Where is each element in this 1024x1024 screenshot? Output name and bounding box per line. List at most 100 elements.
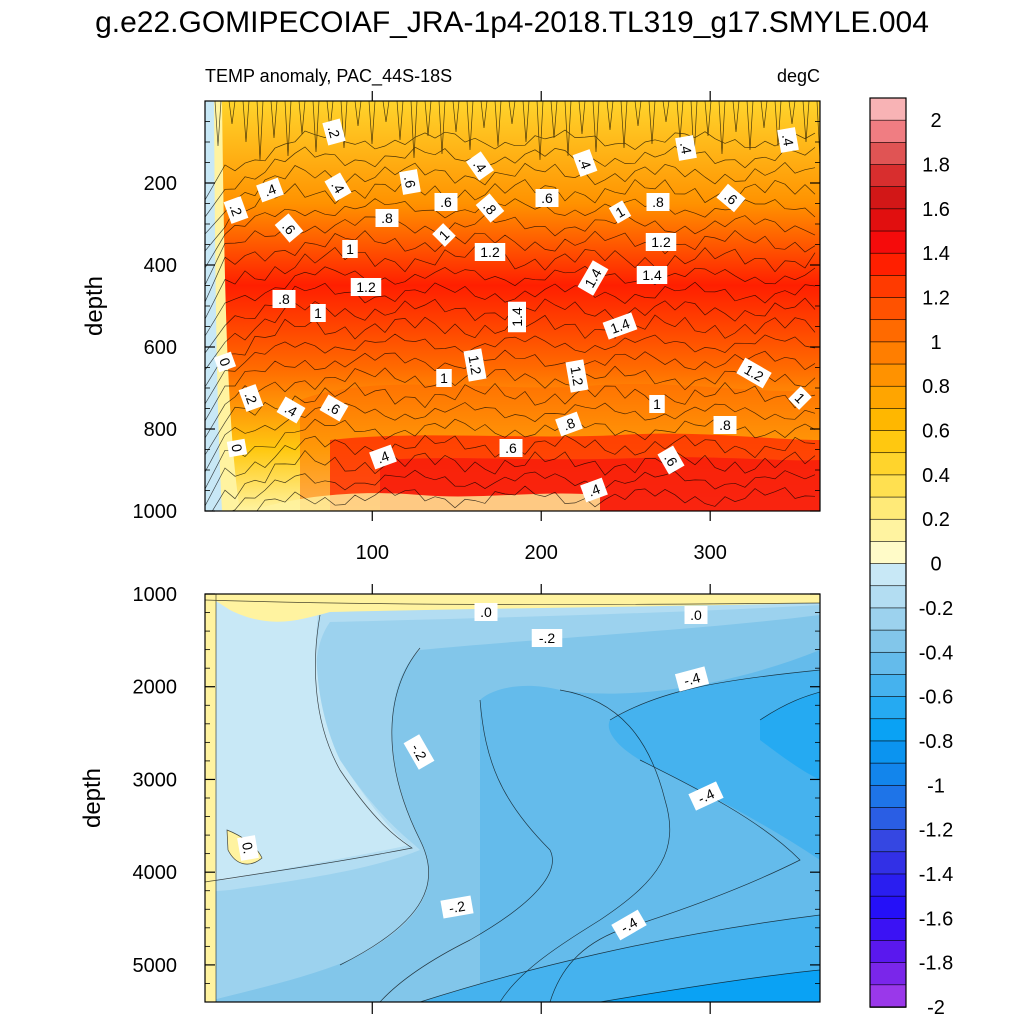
upper-surface-spike <box>494 101 502 147</box>
lower-contour-label-box <box>440 895 474 919</box>
colorbar-swatch <box>869 230 907 254</box>
upper-contour-label-box <box>736 357 772 389</box>
upper-contour-label-text: .6 <box>440 194 452 210</box>
upper-contour-label-box <box>310 304 326 322</box>
upper-surface-spike <box>746 101 754 151</box>
colorbar-label: 1.6 <box>922 199 950 221</box>
upper-contour-label-box <box>572 149 598 177</box>
upper-surface-spike <box>312 101 320 153</box>
upper-contour-label-box <box>565 359 589 393</box>
upper-surface-spike <box>550 101 558 139</box>
upper-contour-label-box <box>788 386 812 410</box>
upper-surface-spike <box>228 101 236 125</box>
colorbar-swatch <box>869 873 907 897</box>
upper-contour-label-box <box>226 438 248 458</box>
upper-contour-label-box <box>555 411 583 437</box>
colorbar-swatch <box>869 496 907 521</box>
upper-contour-label-box <box>436 369 452 387</box>
upper-contour-label-box <box>324 172 352 202</box>
upper-contour-label-box <box>657 445 685 475</box>
upper-contour-label-box <box>350 278 382 296</box>
upper-contour-label-text: .6 <box>505 440 517 456</box>
upper-contour-label-text: .8 <box>561 414 578 433</box>
upper-contour-label: .8 <box>646 193 670 211</box>
upper-surface-spike <box>284 101 292 157</box>
lower-contour-line <box>759 691 820 721</box>
colorbar-swatch <box>869 696 907 720</box>
lower-contour-label-text: 0. <box>239 841 257 855</box>
colorbar-swatch <box>869 940 907 964</box>
upper-y-axis-title: depth <box>81 276 108 336</box>
colorbar-swatch <box>869 385 907 410</box>
colorbar-label: 0 <box>930 554 941 576</box>
colorbar-label: -0.8 <box>919 731 953 753</box>
upper-contour-label-box <box>508 301 526 333</box>
upper-contour-label: 1.2 <box>463 348 487 382</box>
colorbar-swatch <box>869 518 907 543</box>
upper-surface-spike <box>508 101 516 125</box>
colorbar-label: -0.6 <box>919 687 953 709</box>
colorbar-swatch <box>869 119 907 144</box>
upper-surface-spike <box>634 101 642 127</box>
upper-y-tick-label: 400 <box>144 255 177 277</box>
lower-y-tick-label: 3000 <box>133 769 178 791</box>
upper-surface-spike <box>354 101 362 127</box>
upper-surface-spike <box>662 101 670 123</box>
upper-contour-label-box <box>675 135 697 161</box>
upper-contour-label-box <box>713 416 737 434</box>
colorbar-swatch <box>869 895 907 920</box>
colorbar-swatch <box>869 762 907 787</box>
upper-contour-line <box>205 162 816 235</box>
colorbar-swatch <box>869 962 907 986</box>
upper-contour-label-text: 1.4 <box>509 307 525 327</box>
upper-contour-line <box>256 485 816 511</box>
colorbar-label: -1.8 <box>919 953 953 975</box>
upper-contour-label-text: 1.4 <box>608 315 632 337</box>
upper-x-axis: 100 200 300 <box>356 91 727 564</box>
lower-contour-label: -.2 <box>403 734 435 770</box>
colorbar-labels: 2 1.8 1.6 1.4 1.2 1 0.8 0.6 0.4 0.2 0 -0.2 -0.4 -0.6 -… <box>919 110 953 1019</box>
upper-x-tick-label: 300 <box>693 542 726 564</box>
lower-contour-label-text: -.4 <box>618 914 640 936</box>
lower-contour-label: .0 <box>684 606 708 624</box>
upper-surface-spike <box>606 101 614 131</box>
upper-contour-label: .4 <box>777 127 799 153</box>
upper-contour-label-text: 1.4 <box>642 267 662 283</box>
upper-contour-label: .6 <box>657 445 685 475</box>
upper-contour-label-text: .2 <box>325 124 344 140</box>
lower-contour-label: -.4 <box>674 666 710 692</box>
upper-contour-label: 1 <box>342 240 358 258</box>
upper-contour-line <box>205 365 816 439</box>
upper-y-tick-label: 200 <box>144 173 177 195</box>
upper-surface-spike <box>298 101 306 135</box>
upper-contour-label: 1 <box>608 200 632 224</box>
lower-contour-label-text: -.2 <box>539 630 556 646</box>
upper-y-axis: 200 400 600 800 1000 <box>133 121 820 523</box>
upper-contour-label: 1 <box>788 386 812 410</box>
upper-contour-label-text: .8 <box>652 194 664 210</box>
colorbar-swatch <box>869 164 907 188</box>
upper-contour-label: 1 <box>432 223 456 247</box>
upper-contour-line <box>205 402 816 473</box>
lower-contour-label-text: -.2 <box>448 898 467 917</box>
lower-contour-line <box>226 829 263 865</box>
upper-surface-spike <box>424 101 432 137</box>
upper-contour-label-box <box>608 200 632 224</box>
upper-contour-label: 0 <box>213 351 237 373</box>
colorbar-label: 0.4 <box>922 465 950 487</box>
upper-contour-label-box <box>645 233 677 251</box>
lower-y-tick-label: 2000 <box>133 677 178 699</box>
lower-contour-label-box <box>474 603 498 621</box>
upper-x-tick-label: 200 <box>525 542 558 564</box>
upper-contour-label-box <box>646 193 670 211</box>
chart-title: g.e22.GOMIPECOIAF_JRA-1p4-2018.TL319_g17… <box>95 6 929 39</box>
upper-contour-label-box <box>499 439 523 457</box>
upper-contour-label: .4 <box>369 444 397 470</box>
upper-surface-spike <box>438 101 446 155</box>
upper-surface-spike <box>382 101 390 123</box>
colorbar-swatch <box>869 186 907 210</box>
upper-contour-label-text: .6 <box>401 175 419 189</box>
lower-contour-label: -.2 <box>531 629 563 647</box>
lower-contour-line <box>339 647 429 966</box>
